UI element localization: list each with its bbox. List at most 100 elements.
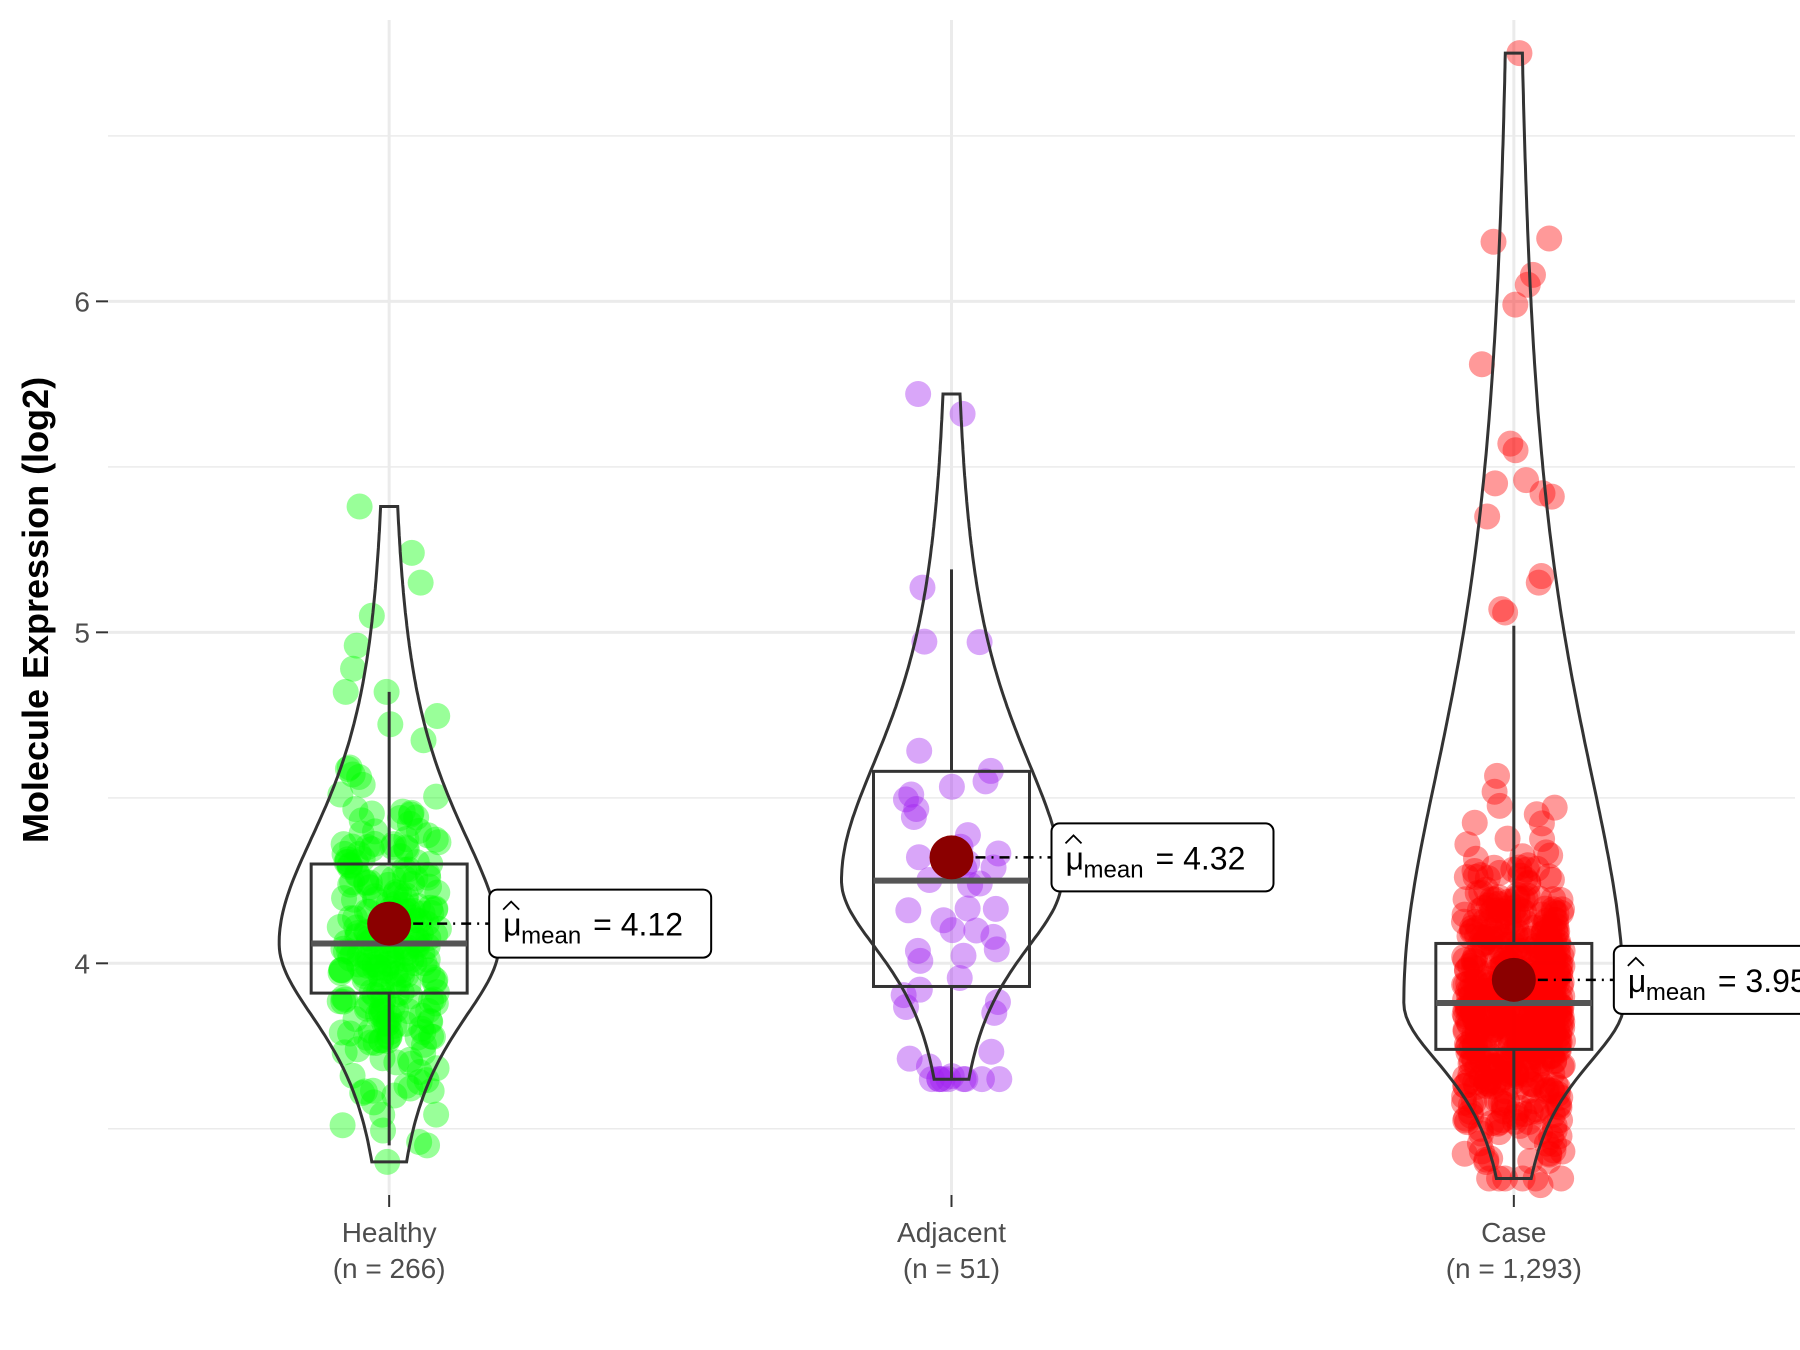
data-point [331,885,358,912]
data-point [1544,1025,1571,1052]
data-point [409,900,436,927]
data-point [398,946,425,973]
data-point [1529,942,1556,969]
data-point [410,1019,437,1046]
data-point [399,870,426,897]
data-point [1481,1014,1508,1041]
data-point [336,854,363,881]
data-point [1541,1048,1568,1075]
data-point [1540,1137,1567,1164]
data-point [1540,896,1567,923]
data-point [1526,947,1553,974]
data-point [1530,919,1557,946]
data-point [401,950,428,977]
data-point [1489,1107,1516,1134]
data-point [1461,1033,1488,1060]
data-point [1483,915,1510,942]
data-point [1529,957,1556,984]
mean-value: = 4.12 [593,907,683,943]
data-point [364,1001,391,1028]
data-point [1474,865,1501,892]
data-point [1514,882,1541,909]
data-point [380,972,407,999]
data-point [361,951,388,978]
data-point [379,993,406,1020]
data-point [1490,1046,1517,1073]
data-point [1461,809,1488,836]
data-point [1463,956,1490,983]
data-point [1471,977,1498,1004]
data-point [1476,1004,1503,1031]
data-point [1513,467,1540,494]
data-point [351,966,378,993]
data-point [1504,885,1531,912]
data-point [1464,922,1491,949]
data-point [343,632,370,659]
data-point [397,983,424,1010]
data-point [1529,1050,1556,1077]
data-point [411,950,438,977]
mean-subscript: mean [1084,856,1144,883]
data-point [422,895,449,922]
mean-mu-symbol: μ [1628,963,1646,999]
data-point [1484,897,1511,924]
data-point [1454,1034,1481,1061]
data-point [1461,1021,1488,1048]
data-point [1543,907,1570,934]
data-point [1504,901,1531,928]
data-point [387,805,414,832]
data-point [1453,957,1480,984]
data-point [1506,1013,1533,1040]
data-point [344,861,371,888]
data-point [1472,1090,1499,1117]
data-point [1504,934,1531,961]
data-point [353,870,380,897]
data-point [1548,1003,1575,1030]
data-point [344,861,371,888]
data-point [367,1027,394,1054]
data-point [1503,1058,1530,1085]
data-point [1473,1066,1500,1093]
data-point [1523,1014,1550,1041]
data-point [1487,903,1514,930]
data-point [1546,1021,1573,1048]
data-point [1461,1006,1488,1033]
data-point [1482,1052,1509,1079]
data-point [1462,942,1489,969]
data-point [1482,470,1509,497]
data-point [397,1050,424,1077]
data-point [374,950,401,977]
data-point [1535,863,1562,890]
data-point [1466,897,1493,924]
data-point [1503,1061,1530,1088]
data-point [362,1029,389,1056]
data-layer [277,40,1626,1199]
data-point [1502,922,1529,949]
data-point [1528,901,1555,928]
violin-outline [1402,51,1626,1180]
data-point [1498,1070,1525,1097]
label-layer: μ mean = 4.12μ mean = 4.32μ mean = 3.95 [367,822,1800,1015]
data-point [1462,1069,1489,1096]
data-point [408,1002,435,1029]
data-point [1497,1025,1524,1052]
data-point [1531,1024,1558,1051]
data-point [1473,1068,1500,1095]
data-point [1504,1025,1531,1052]
data-point [1509,886,1536,913]
data-point [1451,1001,1478,1028]
data-point [1485,884,1512,911]
data-point [1535,1147,1562,1174]
data-point [345,840,372,867]
data-point [968,1066,995,1093]
data-point [1497,430,1524,457]
data-point [1466,1045,1493,1072]
data-point [352,963,379,990]
data-point [1535,1003,1562,1030]
data-point [1545,962,1572,989]
data-point [1529,1005,1556,1032]
data-point [1521,914,1548,941]
data-point [1455,970,1482,997]
data-point [1502,437,1529,464]
data-point [1539,1060,1566,1087]
